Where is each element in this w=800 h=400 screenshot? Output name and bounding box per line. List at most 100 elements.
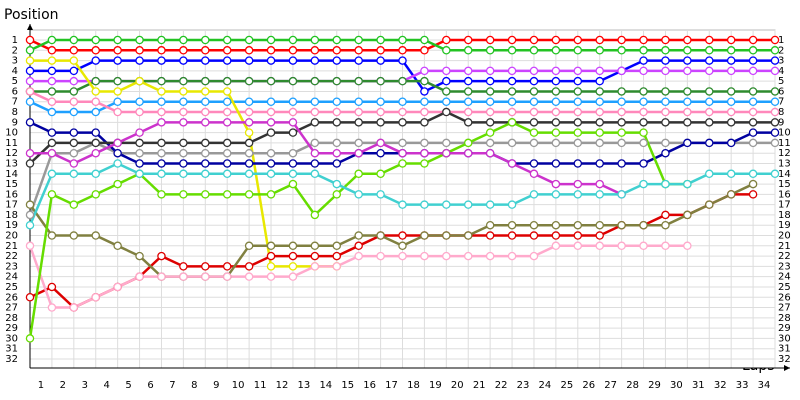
lap-marker xyxy=(442,107,451,117)
lap-marker xyxy=(332,35,342,45)
lap-marker xyxy=(683,118,692,127)
lap-marker xyxy=(507,107,517,117)
lap-marker xyxy=(222,148,232,158)
lap-marker xyxy=(157,118,166,127)
lap-marker xyxy=(310,97,320,106)
lap-marker xyxy=(683,97,692,106)
y-tick-label: 23 xyxy=(5,261,18,272)
lap-marker xyxy=(398,107,407,117)
lap-marker xyxy=(748,56,758,65)
lap-marker xyxy=(661,46,670,55)
lap-marker xyxy=(661,148,670,158)
x-tick-label: 21 xyxy=(473,380,486,391)
lap-marker xyxy=(705,200,714,209)
lap-marker xyxy=(47,87,57,96)
lap-marker xyxy=(332,97,342,106)
lap-marker xyxy=(266,251,276,261)
y-tick-label: 7 xyxy=(12,97,18,108)
lap-marker xyxy=(157,159,166,168)
lap-marker xyxy=(47,148,57,158)
lap-marker xyxy=(683,46,692,55)
lap-marker xyxy=(244,35,254,45)
lap-marker xyxy=(135,97,144,106)
y-tick-label-right: 26 xyxy=(778,292,791,303)
lap-marker xyxy=(398,159,407,168)
lap-marker xyxy=(376,251,385,261)
lap-marker xyxy=(661,179,670,189)
lap-marker xyxy=(398,46,407,55)
lap-marker xyxy=(135,107,144,117)
lap-marker xyxy=(135,138,144,148)
lap-marker xyxy=(222,97,232,106)
lap-marker xyxy=(310,138,320,148)
lap-marker xyxy=(595,128,604,137)
lap-marker xyxy=(157,97,166,106)
lap-marker xyxy=(310,56,320,65)
x-tick-label: 24 xyxy=(539,380,552,391)
lap-marker xyxy=(551,35,561,45)
lap-marker xyxy=(332,241,342,251)
lap-marker xyxy=(529,76,539,86)
lap-marker xyxy=(595,118,604,127)
lap-marker xyxy=(376,46,385,55)
lap-marker xyxy=(770,46,780,55)
lap-marker xyxy=(91,148,100,158)
lap-marker xyxy=(222,87,232,96)
y-tick-label-right: 10 xyxy=(778,128,791,139)
y-tick-label: 8 xyxy=(12,107,18,118)
lap-marker xyxy=(244,97,254,106)
lap-marker xyxy=(573,241,583,251)
lap-marker xyxy=(47,76,57,86)
lap-marker xyxy=(25,76,35,86)
lap-marker xyxy=(310,169,320,179)
lap-marker xyxy=(639,138,648,148)
lap-marker xyxy=(310,241,320,251)
lap-marker xyxy=(244,241,254,251)
y-tick-label: 16 xyxy=(5,189,18,200)
lap-marker xyxy=(47,303,57,312)
lap-marker xyxy=(748,169,758,179)
y-tick-label-right: 25 xyxy=(778,282,791,293)
lap-marker xyxy=(179,76,188,86)
lap-marker xyxy=(398,35,407,45)
lap-marker xyxy=(573,118,583,127)
lap-marker xyxy=(485,107,495,117)
y-tick-label: 19 xyxy=(5,220,18,231)
lap-marker xyxy=(639,159,648,168)
lap-marker xyxy=(266,159,276,168)
lap-marker xyxy=(179,159,188,168)
x-tick-label: 26 xyxy=(582,380,595,391)
lap-marker xyxy=(573,46,583,55)
lap-marker xyxy=(25,35,35,45)
lap-marker xyxy=(639,179,648,189)
lap-marker xyxy=(595,35,604,45)
lap-marker xyxy=(770,107,780,117)
lap-marker xyxy=(507,118,517,127)
lap-marker xyxy=(25,200,35,209)
x-tick-label: 29 xyxy=(648,380,661,391)
lap-marker xyxy=(639,66,648,76)
lap-marker xyxy=(485,46,495,55)
lap-marker xyxy=(157,272,166,281)
y-tick-label: 29 xyxy=(5,323,18,334)
lap-marker xyxy=(748,190,758,199)
y-tick-label: 12 xyxy=(5,148,18,159)
lap-marker xyxy=(25,210,35,220)
lap-marker xyxy=(485,251,495,261)
x-tick-label: 12 xyxy=(276,380,289,391)
y-tick-label: 25 xyxy=(5,282,18,293)
lap-marker xyxy=(726,107,736,117)
lap-marker xyxy=(135,159,144,168)
lap-marker xyxy=(354,231,363,240)
lap-marker xyxy=(244,107,254,117)
lap-marker xyxy=(748,118,758,127)
lap-marker xyxy=(442,138,451,148)
lap-marker xyxy=(376,169,385,179)
lap-marker xyxy=(266,97,276,106)
lap-marker xyxy=(398,241,407,251)
lap-marker xyxy=(661,87,670,96)
lap-marker xyxy=(69,303,79,312)
lap-marker xyxy=(47,35,57,45)
lap-marker xyxy=(639,107,648,117)
lap-marker xyxy=(507,46,517,55)
